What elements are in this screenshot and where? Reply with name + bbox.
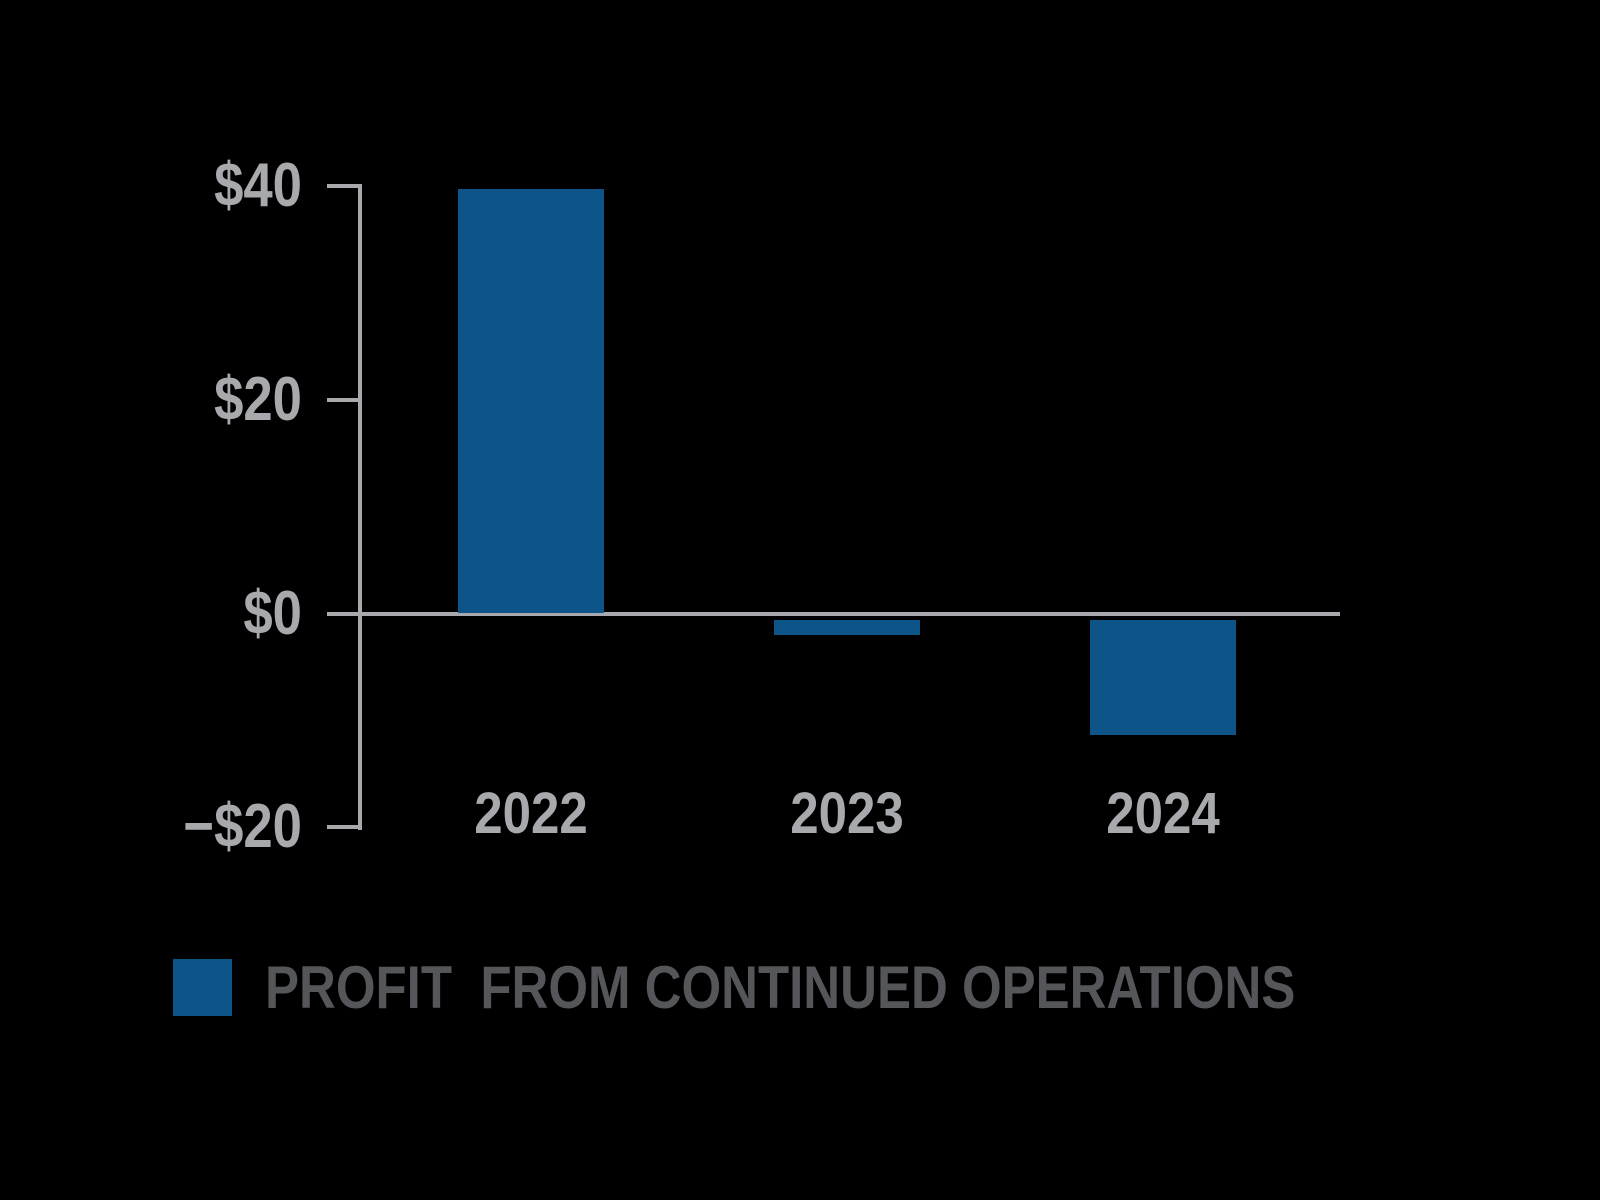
legend-label: PROFIT FROM CONTINUED OPERATIONS [265,954,1296,1021]
y-axis-label-0: $0 [243,578,302,648]
y-axis-label-neg20: −$20 [183,792,302,862]
legend-swatch-icon [173,959,232,1016]
x-axis-label-2023: 2023 [790,781,904,846]
zero-baseline [327,611,1340,616]
x-axis-label-2024: 2024 [1106,781,1220,846]
y-tick-neg20 [327,825,362,830]
x-axis-label-2022: 2022 [474,781,588,846]
y-axis-label-20: $20 [214,364,302,434]
y-axis-line [358,185,362,830]
bar-2023 [774,619,920,635]
y-tick-20 [327,397,362,402]
bar-2022 [458,189,604,614]
bar-2024 [1090,619,1236,736]
legend: PROFIT FROM CONTINUED OPERATIONS [173,950,1477,1025]
y-axis-label-40: $40 [214,151,302,221]
y-tick-40 [327,184,362,189]
